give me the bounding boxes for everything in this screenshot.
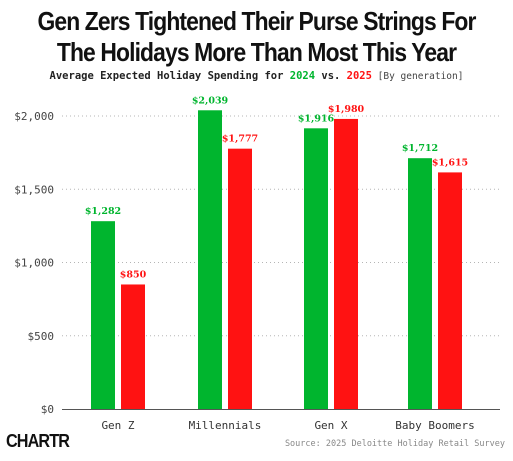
subtitle-prefix: Average Expected Holiday Spending for: [49, 70, 290, 82]
bar-2025-baby-boomers: [438, 172, 462, 409]
x-tick-label: Millennials: [189, 419, 262, 432]
x-tick-label: Gen Z: [101, 419, 134, 432]
subtitle-year-2025: 2025: [346, 70, 372, 82]
bar-2025-gen-z: [121, 284, 145, 409]
bar-2024-gen-z: [91, 221, 115, 409]
brand-logo: CHARTR: [6, 431, 70, 451]
data-label: $1,777: [222, 134, 258, 145]
data-label: $850: [120, 269, 147, 280]
subtitle-mid: vs.: [315, 70, 347, 82]
data-label: $2,039: [192, 95, 229, 106]
subtitle-year-2024: 2024: [289, 70, 316, 82]
title-line-1: Gen Zers Tightened Their Purse Strings F…: [37, 6, 476, 36]
source-note: Source: 2025 Deloitte Holiday Retail Sur…: [284, 439, 505, 449]
y-tick-label: $500: [28, 330, 55, 343]
data-label: $1,615: [432, 157, 468, 168]
y-tick-label: $1,500: [14, 183, 54, 196]
data-label: $1,916: [298, 113, 335, 124]
x-tick-label: Baby Boomers: [395, 419, 474, 432]
data-label: $1,712: [402, 143, 438, 154]
bar-2025-millennials: [228, 148, 252, 409]
y-tick-label: $0: [41, 403, 54, 416]
chart-subtitle: Average Expected Holiday Spending for 20…: [0, 70, 513, 82]
bar-2024-gen-x: [304, 128, 328, 409]
data-label: $1,282: [85, 206, 121, 217]
bar-2025-gen-x: [334, 118, 358, 410]
data-label: $1,980: [328, 104, 365, 115]
y-tick-label: $1,000: [14, 257, 54, 270]
chart-title: Gen Zers Tightened Their Purse Strings F…: [31, 6, 482, 68]
bar-2024-baby-boomers: [408, 158, 432, 409]
subtitle-note: [By generation]: [371, 71, 464, 82]
x-tick-label: Gen X: [314, 419, 347, 432]
bar-2024-millennials: [198, 110, 222, 409]
title-line-2: The Holidays More Than Most This Year: [56, 37, 457, 67]
y-tick-label: $2,000: [14, 110, 54, 123]
